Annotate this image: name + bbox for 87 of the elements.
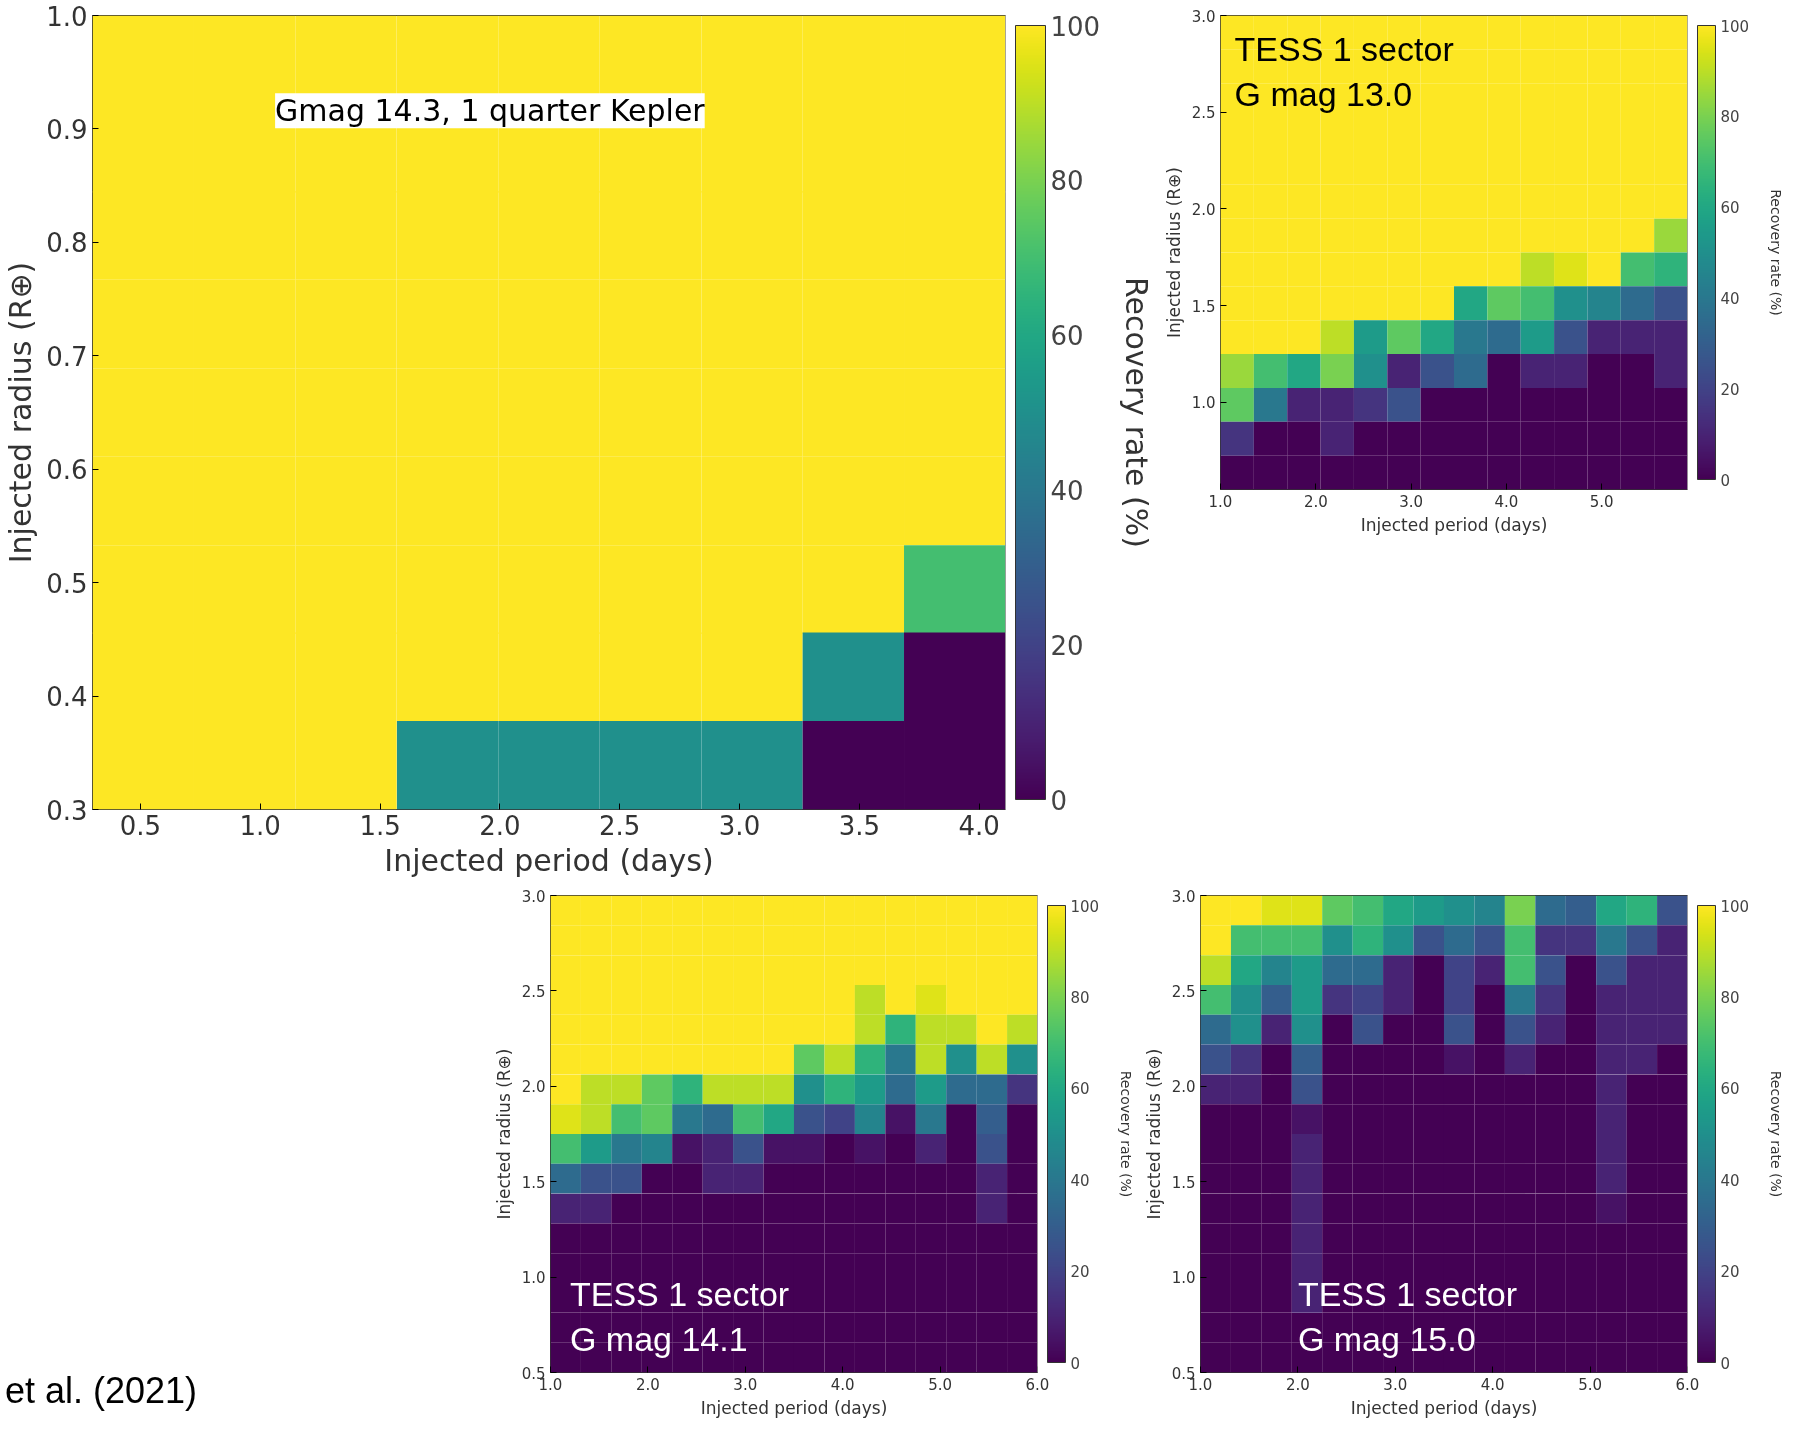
y-tick-label: 2.5 bbox=[521, 982, 546, 1001]
y-tick-label: 3.0 bbox=[1171, 887, 1196, 906]
color-bar-title: Recovery rate (%) bbox=[1118, 276, 1154, 549]
y-tick-label: 1.0 bbox=[521, 1269, 546, 1288]
x-tick-label: 5.0 bbox=[928, 1375, 953, 1394]
color-bar-label: 40 bbox=[1720, 289, 1740, 308]
color-bar-label: 0 bbox=[1720, 1354, 1731, 1373]
x-tick-label: 2.0 bbox=[479, 810, 521, 841]
color-bar-label: 40 bbox=[1050, 475, 1084, 506]
y-axis-title: Injected radius (R⊕) bbox=[493, 1048, 514, 1220]
y-tick-label: 0.8 bbox=[46, 228, 88, 259]
color-bar-title: Recovery rate (%) bbox=[1767, 189, 1784, 316]
y-axis-title: Injected radius (R⊕) bbox=[1143, 1048, 1164, 1220]
color-bar-label: 60 bbox=[1050, 321, 1084, 352]
annotation: Gmag 14.3, 1 quarter Kepler bbox=[275, 93, 706, 129]
annotation: TESS 1 sector G mag 15.0 bbox=[1297, 1274, 1518, 1359]
color-bar-label: 0 bbox=[1070, 1354, 1081, 1373]
y-axis-title: Injected radius (R⊕) bbox=[3, 261, 39, 564]
x-tick-label: 0.5 bbox=[119, 810, 162, 841]
y-tick-label: 0.9 bbox=[46, 114, 88, 145]
x-axis-title: Injected period (days) bbox=[1350, 1397, 1538, 1418]
y-tick-label: 1.5 bbox=[1171, 1173, 1196, 1192]
x-tick-label: 6.0 bbox=[1025, 1375, 1050, 1394]
x-axis-title: Injected period (days) bbox=[384, 842, 714, 878]
y-tick-label: 1.0 bbox=[1171, 1269, 1196, 1288]
y-tick-label: 3.0 bbox=[521, 887, 546, 906]
x-tick-label: 4.0 bbox=[1480, 1375, 1505, 1394]
y-tick-label: 0.3 bbox=[46, 795, 88, 826]
x-tick-label: 3.0 bbox=[1383, 1375, 1408, 1394]
color-bar-label: 20 bbox=[1720, 380, 1740, 399]
y-tick-label: 2.5 bbox=[1191, 104, 1216, 123]
annotation: TESS 1 sector G mag 13.0 bbox=[1234, 29, 1454, 114]
y-tick-label: 0.7 bbox=[46, 341, 88, 372]
color-bar-label: 80 bbox=[1050, 166, 1084, 197]
x-axis-title: Injected period (days) bbox=[1360, 514, 1548, 535]
x-tick-label: 3.0 bbox=[733, 1375, 758, 1394]
x-tick-label: 1.5 bbox=[359, 810, 401, 841]
color-bar-label: 0 bbox=[1720, 471, 1731, 490]
y-tick-label: 0.5 bbox=[46, 568, 88, 599]
color-bar-title: Recovery rate (%) bbox=[1767, 1070, 1784, 1198]
color-bar-label: 60 bbox=[1720, 199, 1740, 218]
color-bar-label: 100 bbox=[1050, 11, 1101, 42]
color-bar-label: 20 bbox=[1050, 630, 1084, 661]
x-tick-label: 3.5 bbox=[838, 810, 881, 841]
x-tick-label: 5.0 bbox=[1589, 492, 1614, 511]
y-tick-label: 1.5 bbox=[1191, 297, 1216, 316]
x-tick-label: 2.0 bbox=[635, 1375, 660, 1394]
x-tick-label: 2.0 bbox=[1303, 492, 1328, 511]
y-tick-label: 3.0 bbox=[1191, 7, 1216, 26]
text: et al. (2021) bbox=[5, 1369, 198, 1413]
color-bar-label: 80 bbox=[1720, 988, 1740, 1007]
y-tick-label: 2.0 bbox=[1191, 200, 1216, 219]
annotation: TESS 1 sector G mag 14.1 bbox=[569, 1274, 790, 1359]
color-bar-title: Recovery rate (%) bbox=[1117, 1070, 1134, 1198]
y-tick-label: 2.0 bbox=[521, 1078, 546, 1097]
x-tick-label: 4.0 bbox=[958, 810, 1000, 841]
color-bar-label: 100 bbox=[1720, 897, 1750, 916]
x-tick-label: 3.0 bbox=[1399, 492, 1424, 511]
color-bar-label: 40 bbox=[1070, 1171, 1090, 1190]
x-tick-label: 4.0 bbox=[830, 1375, 855, 1394]
y-tick-label: 0.6 bbox=[46, 455, 88, 486]
y-tick-label: 2.5 bbox=[1171, 982, 1196, 1001]
y-tick-label: 0.4 bbox=[46, 682, 88, 713]
color-bar-label: 40 bbox=[1720, 1171, 1740, 1190]
color-bar-label: 20 bbox=[1720, 1263, 1740, 1282]
color-bar-label: 80 bbox=[1070, 988, 1090, 1007]
y-tick-label: 1.5 bbox=[521, 1173, 546, 1192]
x-tick-label: 3.0 bbox=[718, 810, 761, 841]
x-tick-label: 2.5 bbox=[599, 810, 641, 841]
x-tick-label: 6.0 bbox=[1675, 1375, 1700, 1394]
y-tick-label: 2.0 bbox=[1171, 1078, 1196, 1097]
x-tick-label: 1.0 bbox=[1208, 492, 1233, 511]
y-tick-label: 1.0 bbox=[46, 1, 88, 32]
color-bar-label: 60 bbox=[1070, 1080, 1090, 1099]
x-tick-label: 4.0 bbox=[1494, 492, 1519, 511]
color-bar-label: 100 bbox=[1070, 897, 1100, 916]
x-tick-label: 1.0 bbox=[239, 810, 281, 841]
color-bar-label: 60 bbox=[1720, 1080, 1740, 1099]
color-bar-label: 80 bbox=[1720, 108, 1740, 127]
y-tick-label: 1.0 bbox=[1191, 394, 1216, 413]
x-axis-title: Injected period (days) bbox=[700, 1397, 888, 1418]
y-axis-title: Injected radius (R⊕) bbox=[1163, 167, 1184, 338]
color-bar-label: 0 bbox=[1050, 785, 1068, 816]
color-bar-label: 20 bbox=[1070, 1263, 1090, 1282]
x-tick-label: 5.0 bbox=[1578, 1375, 1603, 1394]
x-tick-label: 2.0 bbox=[1285, 1375, 1310, 1394]
color-bar-label: 100 bbox=[1720, 17, 1750, 36]
